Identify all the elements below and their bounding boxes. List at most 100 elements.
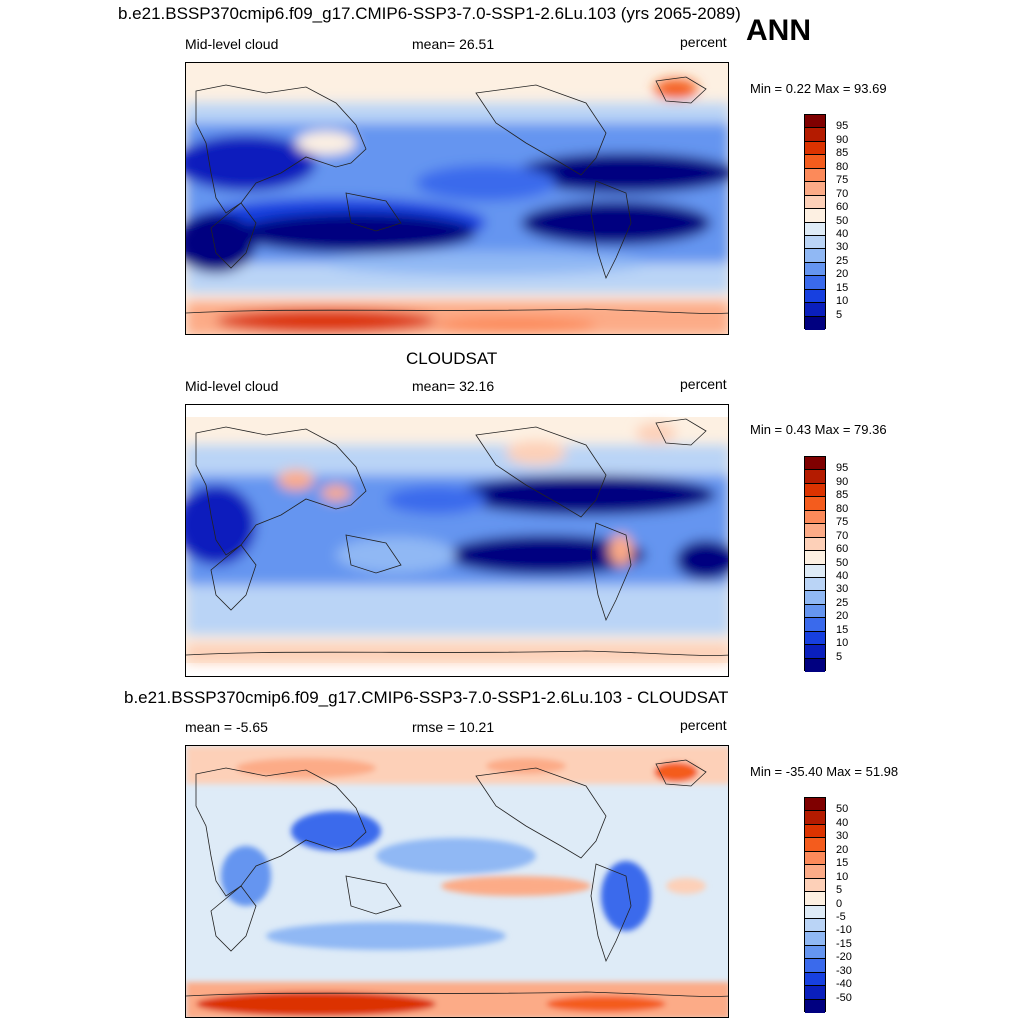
colorbar-tick-label: 75 bbox=[836, 174, 849, 187]
panel3-colorbar bbox=[804, 797, 826, 1013]
panel1-mean-label: mean= 26.51 bbox=[412, 36, 495, 52]
colorbar-tick-label: 95 bbox=[836, 120, 849, 133]
colorbar-segment bbox=[805, 497, 825, 511]
colorbar-tick-label: 85 bbox=[836, 147, 849, 160]
panel1-coastlines bbox=[186, 76, 728, 314]
colorbar-segment bbox=[805, 892, 825, 906]
panel3-units-label: percent bbox=[680, 717, 727, 733]
panel3-map bbox=[185, 745, 729, 1018]
colorbar-tick-label: -5 bbox=[836, 910, 846, 923]
colorbar-segment bbox=[805, 577, 825, 592]
panel2-mean-label: mean= 32.16 bbox=[412, 378, 495, 394]
colorbar-segment bbox=[805, 591, 825, 605]
colorbar-tick-label: 5 bbox=[836, 884, 843, 897]
colorbar-tick-label: 5 bbox=[836, 650, 843, 663]
panel2-units-label: percent bbox=[680, 376, 727, 392]
season-label: ANN bbox=[746, 14, 811, 47]
colorbar-tick-label: 10 bbox=[836, 870, 849, 883]
colorbar-segment bbox=[805, 235, 825, 250]
panel3-rmse-label: rmse = 10.21 bbox=[412, 719, 495, 735]
colorbar-segment bbox=[805, 262, 825, 277]
colorbar-segment bbox=[805, 128, 825, 142]
panel2-variable-label: Mid-level cloud bbox=[185, 378, 279, 394]
colorbar-segment bbox=[805, 811, 825, 825]
figure-title: b.e21.BSSP370cmip6.f09_g17.CMIP6-SSP3-7.… bbox=[118, 4, 741, 23]
colorbar-segment bbox=[805, 918, 825, 933]
colorbar-tick-label: 20 bbox=[836, 268, 849, 281]
colorbar-tick-label: 25 bbox=[836, 254, 849, 267]
colorbar-segment bbox=[805, 141, 825, 156]
colorbar-segment bbox=[805, 115, 825, 129]
colorbar-tick-label: 5 bbox=[836, 308, 843, 321]
colorbar-tick-label: 60 bbox=[836, 201, 849, 214]
colorbar-segment bbox=[805, 999, 825, 1013]
colorbar-tick-label: -10 bbox=[836, 924, 852, 937]
colorbar-tick-label: 30 bbox=[836, 583, 849, 596]
colorbar-segment bbox=[805, 798, 825, 812]
panel1-map bbox=[185, 62, 729, 335]
colorbar-segment bbox=[805, 168, 825, 183]
colorbar-tick-label: 0 bbox=[836, 897, 843, 910]
colorbar-tick-label: 60 bbox=[836, 543, 849, 556]
panel1-units-label: percent bbox=[680, 34, 727, 50]
colorbar-segment bbox=[805, 645, 825, 659]
colorbar-segment bbox=[805, 604, 825, 619]
colorbar-segment bbox=[805, 289, 825, 304]
colorbar-segment bbox=[805, 986, 825, 1000]
colorbar-segment bbox=[805, 316, 825, 330]
colorbar-tick-label: 25 bbox=[836, 596, 849, 609]
colorbar-segment bbox=[805, 510, 825, 525]
colorbar-tick-label: 30 bbox=[836, 830, 849, 843]
colorbar-tick-label: 80 bbox=[836, 160, 849, 173]
panel2-map bbox=[185, 404, 729, 677]
colorbar-tick-label: 75 bbox=[836, 516, 849, 529]
colorbar-segment bbox=[805, 303, 825, 317]
colorbar-tick-label: 90 bbox=[836, 475, 849, 488]
colorbar-segment bbox=[805, 945, 825, 960]
colorbar-tick-label: 70 bbox=[836, 529, 849, 542]
colorbar-tick-label: 10 bbox=[836, 295, 849, 308]
colorbar-segment bbox=[805, 537, 825, 552]
colorbar-tick-label: 95 bbox=[836, 462, 849, 475]
colorbar-segment bbox=[805, 524, 825, 538]
colorbar-tick-label: -30 bbox=[836, 964, 852, 977]
colorbar-tick-label: 20 bbox=[836, 610, 849, 623]
panel3-mean-label: mean = -5.65 bbox=[185, 719, 268, 735]
panel2-minmax: Min = 0.43 Max = 79.36 bbox=[750, 422, 887, 437]
colorbar-tick-label: 40 bbox=[836, 816, 849, 829]
colorbar-tick-label: 70 bbox=[836, 187, 849, 200]
colorbar-segment bbox=[805, 483, 825, 498]
colorbar-segment bbox=[805, 658, 825, 672]
panel1-variable-label: Mid-level cloud bbox=[185, 36, 279, 52]
panel1-minmax: Min = 0.22 Max = 93.69 bbox=[750, 81, 887, 96]
colorbar-segment bbox=[805, 631, 825, 646]
colorbar-segment bbox=[805, 905, 825, 919]
panel2-colorbar bbox=[804, 456, 826, 672]
colorbar-segment bbox=[805, 865, 825, 879]
colorbar-tick-label: -50 bbox=[836, 991, 852, 1004]
colorbar-segment bbox=[805, 470, 825, 484]
colorbar-segment bbox=[805, 838, 825, 852]
colorbar-tick-label: -15 bbox=[836, 937, 852, 950]
colorbar-segment bbox=[805, 222, 825, 236]
colorbar-tick-label: 10 bbox=[836, 637, 849, 650]
colorbar-segment bbox=[805, 972, 825, 987]
colorbar-tick-label: 85 bbox=[836, 489, 849, 502]
colorbar-tick-label: -40 bbox=[836, 978, 852, 991]
colorbar-tick-label: 15 bbox=[836, 281, 849, 294]
panel2-coastlines bbox=[186, 418, 728, 656]
colorbar-segment bbox=[805, 851, 825, 866]
colorbar-segment bbox=[805, 182, 825, 196]
colorbar-tick-label: 40 bbox=[836, 227, 849, 240]
colorbar-segment bbox=[805, 824, 825, 839]
colorbar-tick-label: 90 bbox=[836, 133, 849, 146]
colorbar-tick-label: 30 bbox=[836, 241, 849, 254]
diff-title: b.e21.BSSP370cmip6.f09_g17.CMIP6-SSP3-7.… bbox=[124, 688, 729, 707]
colorbar-tick-label: 80 bbox=[836, 502, 849, 515]
colorbar-segment bbox=[805, 932, 825, 946]
panel1-colorbar bbox=[804, 114, 826, 330]
obs-title: CLOUDSAT bbox=[406, 349, 498, 368]
colorbar-segment bbox=[805, 457, 825, 471]
colorbar-segment bbox=[805, 195, 825, 210]
colorbar-tick-label: 15 bbox=[836, 857, 849, 870]
